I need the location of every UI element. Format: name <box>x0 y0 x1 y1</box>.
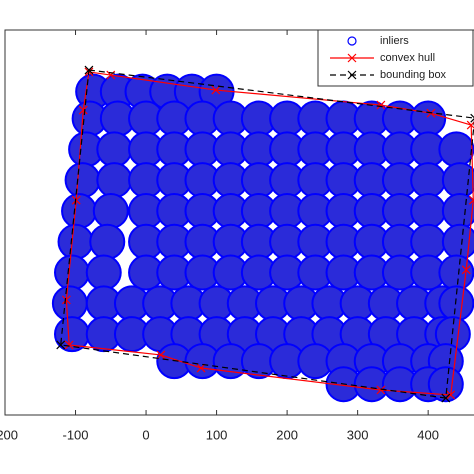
inlier-point <box>438 131 474 168</box>
x-tick-label: 300 <box>347 427 369 442</box>
legend-label: inliers <box>380 35 409 47</box>
x-tick-label: -200 <box>0 427 18 442</box>
inlier-point <box>64 162 101 199</box>
legend-label: convex hull <box>380 52 435 64</box>
vertex-marker <box>376 385 386 395</box>
inlier-point <box>57 223 94 260</box>
vertex-marker <box>196 363 206 373</box>
vertex-marker <box>461 265 471 275</box>
legend-swatch <box>347 36 357 46</box>
legend-swatch <box>347 53 357 63</box>
vertex-marker <box>78 105 88 115</box>
vertex-marker <box>84 65 94 75</box>
vertex-marker <box>211 85 221 95</box>
inlier-point <box>61 192 98 229</box>
vertex-marker <box>156 350 166 360</box>
vertex-marker <box>56 340 66 350</box>
axes-frame <box>4 29 474 416</box>
x-tick-label: 100 <box>206 427 228 442</box>
vertex-marker <box>64 340 74 350</box>
vertex-marker <box>71 195 81 205</box>
inlier-point <box>410 192 447 229</box>
x-tick-label: -100 <box>63 427 89 442</box>
inlier-point <box>96 131 133 168</box>
x-tick-label: 200 <box>276 427 298 442</box>
x-tick-label: 0 <box>142 427 149 442</box>
vertex-marker <box>441 393 451 403</box>
inlier-point <box>96 162 133 199</box>
inlier-point <box>427 366 464 403</box>
legend-label: bounding box <box>380 69 447 81</box>
inlier-point <box>54 254 90 291</box>
legend-swatch <box>347 70 357 80</box>
vertex-marker <box>468 195 474 205</box>
inlier-point <box>410 162 447 199</box>
plot-area <box>51 65 474 403</box>
inlier-point <box>441 162 474 199</box>
vertex-marker <box>106 70 116 80</box>
x-tick-label: 400 <box>417 427 439 442</box>
vertex-marker <box>446 390 456 400</box>
inlier-point <box>410 223 447 260</box>
vertex-marker <box>61 295 71 305</box>
legend: inliers convex hull bounding box <box>317 29 474 87</box>
vertex-marker <box>376 100 386 110</box>
inlier-point <box>85 254 122 291</box>
x-axis: -200 -100 0 100 200 300 400 <box>0 30 439 442</box>
inlier-point <box>410 100 447 137</box>
inlier-point <box>441 192 474 229</box>
inlier-point <box>92 192 129 229</box>
inlier-point <box>89 223 126 260</box>
vertex-marker <box>470 113 474 123</box>
